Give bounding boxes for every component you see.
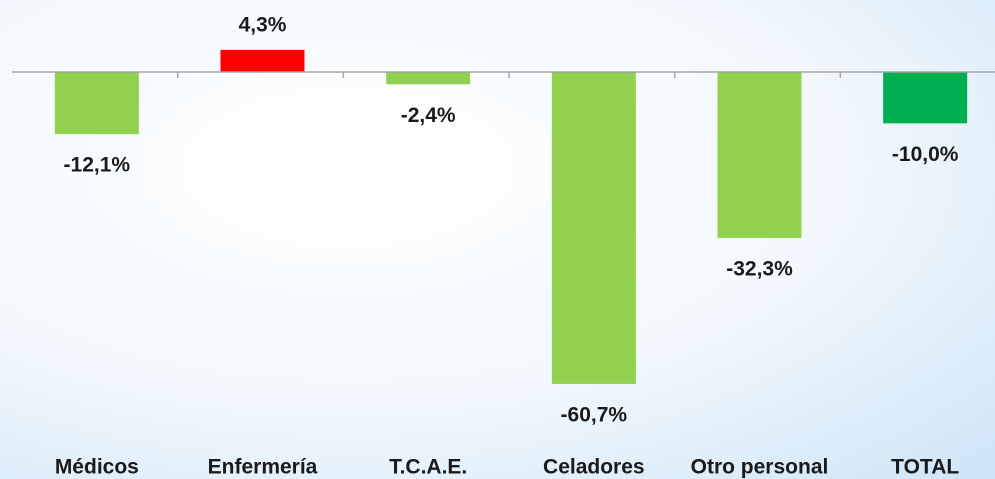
x-tick-label: Celadores [543,456,645,479]
value-label: -12,1% [64,154,131,177]
bar [883,71,968,124]
x-tick-label: TOTAL [891,456,959,479]
bar [220,49,305,72]
x-tick-label: T.C.A.E. [389,456,467,479]
value-label: -10,0% [892,143,959,166]
value-label: 4,3% [239,13,287,36]
bar [717,71,802,238]
bar [54,71,139,135]
value-label: -2,4% [401,104,456,127]
x-tick-label: Médicos [55,456,139,479]
value-label: -60,7% [561,403,628,426]
x-tick-label: Otro personal [691,456,829,479]
x-tick-label: Enfermería [208,456,318,479]
bar [551,71,636,384]
bar [386,71,471,85]
value-label: -32,3% [726,258,793,281]
